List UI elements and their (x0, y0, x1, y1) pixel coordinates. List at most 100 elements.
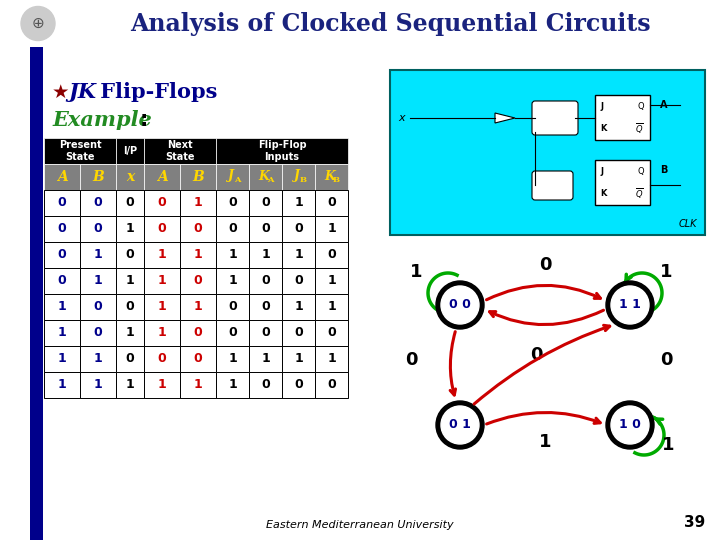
Text: K: K (600, 124, 606, 133)
Text: 0: 0 (125, 300, 135, 314)
Text: ⊕: ⊕ (32, 16, 45, 31)
FancyBboxPatch shape (315, 268, 348, 294)
Text: 0: 0 (158, 197, 166, 210)
Text: A: A (660, 100, 667, 110)
FancyBboxPatch shape (144, 268, 180, 294)
Text: 39: 39 (684, 515, 705, 530)
Circle shape (18, 3, 58, 44)
FancyBboxPatch shape (80, 164, 116, 190)
Text: 1: 1 (228, 248, 237, 261)
Text: 0: 0 (261, 327, 270, 340)
Text: 1: 1 (228, 274, 237, 287)
Text: A: A (234, 176, 240, 184)
Text: 1: 1 (660, 263, 672, 281)
Text: 1: 1 (662, 436, 675, 454)
Text: $\overline{Q}$: $\overline{Q}$ (635, 186, 644, 201)
Text: 0: 0 (261, 197, 270, 210)
Text: 0: 0 (327, 197, 336, 210)
FancyBboxPatch shape (144, 138, 216, 164)
Text: 0: 0 (94, 222, 102, 235)
Text: 1: 1 (410, 263, 423, 281)
FancyBboxPatch shape (249, 242, 282, 268)
Text: 1: 1 (327, 353, 336, 366)
FancyBboxPatch shape (315, 346, 348, 372)
FancyBboxPatch shape (249, 190, 282, 216)
Text: 0: 0 (530, 346, 542, 364)
FancyBboxPatch shape (595, 95, 650, 140)
FancyBboxPatch shape (282, 190, 315, 216)
Text: 0: 0 (194, 327, 202, 340)
FancyBboxPatch shape (44, 268, 80, 294)
FancyBboxPatch shape (144, 346, 180, 372)
FancyBboxPatch shape (44, 346, 80, 372)
FancyBboxPatch shape (144, 216, 180, 242)
Text: B: B (300, 176, 307, 184)
Text: 1: 1 (294, 300, 303, 314)
Text: 0: 0 (660, 351, 672, 369)
FancyBboxPatch shape (116, 294, 144, 320)
Circle shape (21, 6, 55, 40)
Text: 0: 0 (294, 379, 303, 392)
Text: 1: 1 (539, 433, 552, 451)
FancyBboxPatch shape (216, 216, 249, 242)
FancyBboxPatch shape (282, 346, 315, 372)
Text: 1: 1 (194, 300, 202, 314)
FancyBboxPatch shape (216, 138, 348, 164)
Text: JK: JK (68, 82, 96, 102)
Circle shape (441, 286, 479, 324)
FancyBboxPatch shape (80, 346, 116, 372)
FancyBboxPatch shape (80, 190, 116, 216)
Text: 1: 1 (58, 379, 66, 392)
FancyBboxPatch shape (116, 242, 144, 268)
Text: 1: 1 (125, 379, 135, 392)
Text: 0: 0 (58, 222, 66, 235)
FancyBboxPatch shape (216, 268, 249, 294)
FancyBboxPatch shape (180, 268, 216, 294)
Circle shape (606, 401, 654, 449)
Text: 1: 1 (158, 248, 166, 261)
FancyBboxPatch shape (282, 320, 315, 346)
Text: x: x (126, 170, 134, 184)
Text: 0: 0 (228, 197, 237, 210)
FancyBboxPatch shape (180, 346, 216, 372)
FancyBboxPatch shape (216, 242, 249, 268)
Text: 1: 1 (125, 274, 135, 287)
Text: 1: 1 (58, 327, 66, 340)
FancyBboxPatch shape (80, 372, 116, 398)
Text: Example: Example (52, 110, 152, 130)
FancyBboxPatch shape (216, 294, 249, 320)
Text: 1: 1 (194, 197, 202, 210)
FancyBboxPatch shape (249, 320, 282, 346)
Text: Present
State: Present State (59, 140, 102, 162)
Text: 1: 1 (94, 274, 102, 287)
Text: Q: Q (638, 167, 644, 176)
Text: Analysis of Clocked Sequential Circuits: Analysis of Clocked Sequential Circuits (130, 11, 650, 36)
FancyBboxPatch shape (216, 372, 249, 398)
Text: 1: 1 (158, 379, 166, 392)
Text: Flip-Flops: Flip-Flops (93, 82, 217, 102)
FancyBboxPatch shape (116, 190, 144, 216)
Text: 1: 1 (158, 327, 166, 340)
Text: 0: 0 (228, 222, 237, 235)
FancyBboxPatch shape (80, 320, 116, 346)
FancyBboxPatch shape (180, 320, 216, 346)
Circle shape (611, 286, 649, 324)
Text: 0: 0 (294, 222, 303, 235)
Text: 1: 1 (58, 300, 66, 314)
Text: 0: 0 (158, 222, 166, 235)
Text: 0: 0 (125, 248, 135, 261)
Text: 1: 1 (261, 248, 270, 261)
FancyBboxPatch shape (80, 294, 116, 320)
FancyBboxPatch shape (180, 372, 216, 398)
Circle shape (436, 401, 484, 449)
FancyBboxPatch shape (282, 372, 315, 398)
FancyBboxPatch shape (216, 190, 249, 216)
FancyBboxPatch shape (144, 242, 180, 268)
Text: 0: 0 (125, 197, 135, 210)
Text: 0: 0 (261, 274, 270, 287)
Text: 0: 0 (261, 379, 270, 392)
Text: 0: 0 (327, 327, 336, 340)
Text: 1: 1 (94, 379, 102, 392)
Text: 0: 0 (125, 353, 135, 366)
FancyBboxPatch shape (249, 346, 282, 372)
